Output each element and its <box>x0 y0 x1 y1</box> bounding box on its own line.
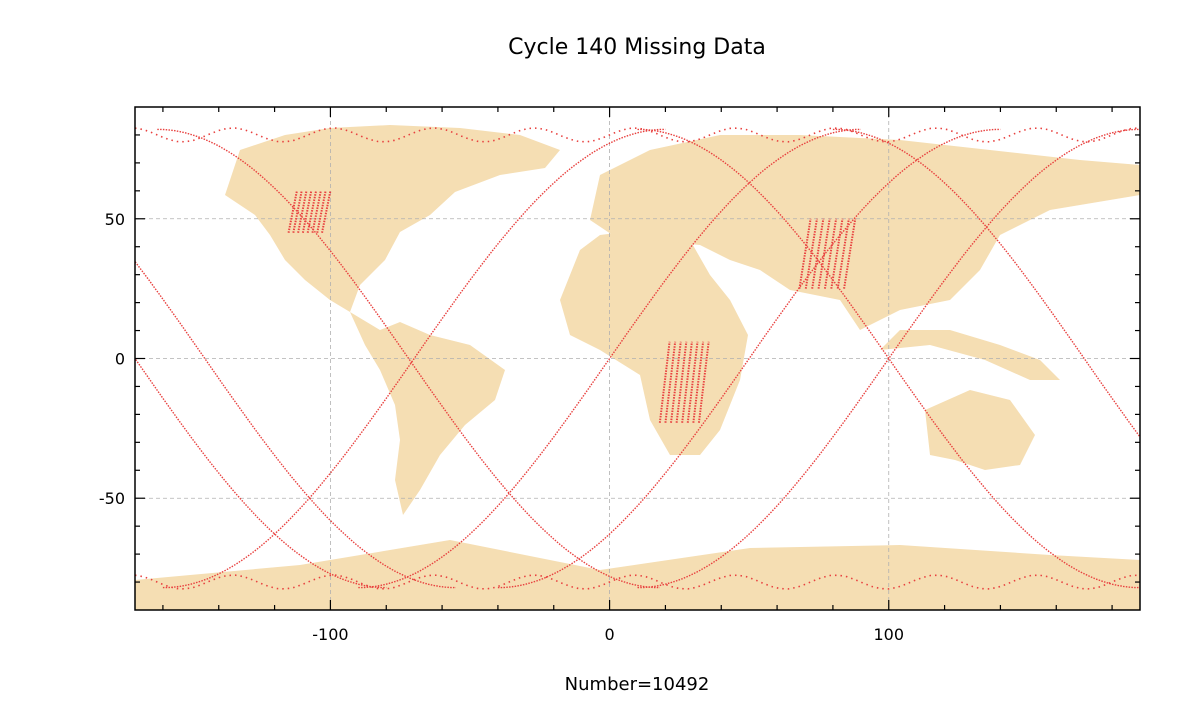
x-tick-label: 0 <box>604 625 614 644</box>
track-line <box>497 128 1001 589</box>
missing-data-tracks <box>135 127 1140 590</box>
cluster-stroke <box>823 218 838 289</box>
axis-tick-labels: -100 0 100 -50 0 50 <box>99 210 904 644</box>
polar-band <box>135 127 1140 143</box>
cluster-stroke <box>681 341 693 423</box>
cluster-stroke <box>301 190 313 233</box>
cluster-stroke <box>811 218 825 289</box>
missing-data-clusters <box>287 190 857 423</box>
track-line <box>832 128 1140 439</box>
track-line <box>157 128 660 589</box>
x-axis-label: Number=10492 <box>565 674 710 695</box>
track-line <box>162 128 666 589</box>
cluster-stroke <box>798 218 812 289</box>
cluster-stroke <box>321 190 332 233</box>
cluster-stroke <box>830 218 844 289</box>
cluster-stroke <box>692 341 705 423</box>
x-tick-label: -100 <box>312 625 348 644</box>
cluster-stroke <box>297 190 308 233</box>
x-tick-label: 100 <box>873 625 904 644</box>
world-land-background <box>135 125 1140 610</box>
axis-ticks <box>135 107 1140 610</box>
track-line <box>358 128 861 589</box>
cluster-stroke <box>292 190 303 233</box>
polar-band <box>135 574 1140 590</box>
cluster-stroke <box>306 190 318 233</box>
cluster-stroke <box>670 341 682 423</box>
track-line <box>637 128 1140 589</box>
y-tick-label: 50 <box>105 210 125 229</box>
y-tick-label: -50 <box>99 489 125 508</box>
cluster-stroke <box>843 218 857 289</box>
track-line <box>637 128 1140 589</box>
cluster-stroke <box>316 190 327 233</box>
cluster-stroke <box>664 341 677 423</box>
cluster-stroke <box>686 341 699 423</box>
cluster-stroke <box>836 218 850 289</box>
cluster-stroke <box>804 218 818 289</box>
chart-title: Cycle 140 Missing Data <box>508 35 766 60</box>
cluster-stroke <box>658 341 671 423</box>
cluster-stroke <box>287 190 298 233</box>
cluster-stroke <box>817 218 831 289</box>
cluster-stroke <box>697 341 710 423</box>
y-tick-label: 0 <box>115 350 125 369</box>
cluster-stroke <box>311 190 322 233</box>
cluster-stroke <box>675 341 688 423</box>
